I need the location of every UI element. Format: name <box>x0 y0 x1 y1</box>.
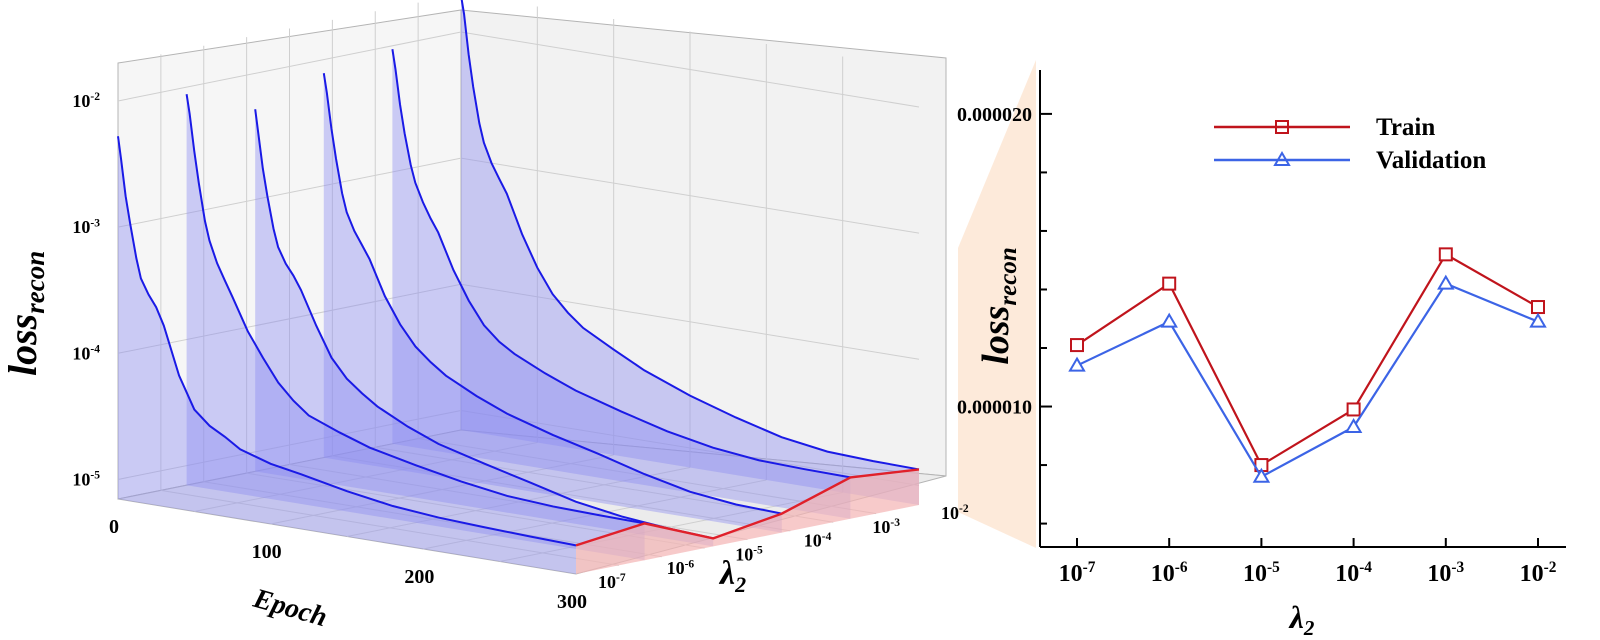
line-2d-train <box>1076 252 1539 467</box>
marker-2d-validation-2 <box>1252 467 1271 483</box>
series-3d-lambda-1e-5 <box>254 109 714 547</box>
series-group-2d <box>1068 247 1547 483</box>
x-tick-3d-200: 200 <box>404 566 434 588</box>
x-tick-3d-300: 300 <box>557 591 587 613</box>
marker-2d-train-5 <box>1531 300 1545 315</box>
y-axis-title-2d: lossrecon <box>975 247 1022 364</box>
line-3d-lambda-1e-4 <box>322 73 782 515</box>
y-tick-3d--2: 10-2 <box>941 503 969 523</box>
y-axis-title-3d: λ2 <box>718 555 746 597</box>
line-3d-lambda-1e-2 <box>460 0 920 471</box>
legend: Train Validation <box>1214 114 1486 174</box>
y-tick-3d--3: 10-3 <box>872 517 900 537</box>
y-tick-3d--6: 10-6 <box>667 558 695 578</box>
panel-2d-final-loss: 10-7 10-6 10-5 10-4 10-3 10-2 0.000020 0.000010… <box>957 70 1566 640</box>
z-tick-3d--2: 10-2 <box>72 91 100 111</box>
x-tick-2d--4: 10-4 <box>1335 559 1372 587</box>
z-tick-3d--5: 10-5 <box>72 469 100 489</box>
marker-2d-validation-5 <box>1529 312 1547 328</box>
z-tick-3d--4: 10-4 <box>72 343 100 363</box>
area-3d-lambda-1e-6 <box>186 94 645 561</box>
x-axis-title-2d: λ2 <box>1288 599 1315 640</box>
series-2d-validation <box>1068 274 1547 483</box>
final-value-line <box>575 468 920 547</box>
zoom-connector <box>958 60 1036 548</box>
area-3d-lambda-1e-3 <box>392 49 851 519</box>
panel-3d-loss-epochs: 0 100 200 300 10-7 10-6 10-5 10-4 10-3 10-2 10-2 10… <box>0 0 969 633</box>
legend-item-validation: Validation <box>1214 147 1486 174</box>
marker-2d-train-4 <box>1438 247 1453 262</box>
series-3d-lambda-1e-3 <box>391 49 851 519</box>
marker-2d-validation-0 <box>1068 356 1086 372</box>
final-value-area <box>576 469 919 574</box>
legend-label-train: Train <box>1376 114 1435 141</box>
series-group-3d <box>117 0 920 574</box>
x-tick-2d--5: 10-5 <box>1243 559 1280 587</box>
series-3d-lambda-1e-7 <box>117 136 577 574</box>
x-tick-2d--7: 10-7 <box>1059 559 1096 587</box>
y-tick-2d-0.000010: 0.000010 <box>957 397 1032 419</box>
x-tick-2d--6: 10-6 <box>1151 559 1188 587</box>
series-3d-lambda-1e-6 <box>185 94 645 561</box>
ticks-2d: 10-7 10-6 10-5 10-4 10-3 10-2 0.000020 0.000010 <box>957 104 1557 587</box>
marker-2d-validation-4 <box>1437 274 1455 290</box>
area-3d-lambda-1e-5 <box>255 109 714 547</box>
series-2d-train <box>1070 247 1545 473</box>
area-3d-lambda-1e-4 <box>323 73 782 533</box>
x-axis-title-3d: Epoch <box>249 583 330 634</box>
x-tick-3d-0: 0 <box>109 516 119 538</box>
x-tick-3d-100: 100 <box>252 541 282 563</box>
series-3d-lambda-1e-4 <box>322 73 782 533</box>
marker-2d-validation-3 <box>1344 418 1363 434</box>
area-3d-lambda-1e-7 <box>118 136 576 574</box>
marker-2d-train-1 <box>1162 276 1177 291</box>
marker-2d-train-3 <box>1346 402 1361 417</box>
z-axis-title-3d: lossrecon <box>0 251 50 376</box>
y-tick-3d--5: 10-5 <box>735 544 763 564</box>
legend-label-validation: Validation <box>1376 147 1486 174</box>
ticks-3d: 0 100 200 300 10-7 10-6 10-5 10-4 10-3 10-2 10-2 10… <box>72 91 968 613</box>
line-3d-lambda-1e-7 <box>117 136 577 547</box>
marker-2d-train-0 <box>1070 338 1084 353</box>
z-tick-3d--3: 10-3 <box>72 217 100 237</box>
x-tick-2d--2: 10-2 <box>1520 559 1557 587</box>
y-tick-2d-0.000020: 0.000020 <box>957 104 1032 126</box>
x-tick-2d--3: 10-3 <box>1427 559 1464 587</box>
line-3d-lambda-1e-6 <box>185 94 645 525</box>
line-3d-lambda-1e-5 <box>254 109 714 540</box>
y-tick-3d--4: 10-4 <box>804 531 832 551</box>
y-tick-3d--7: 10-7 <box>598 572 626 592</box>
line-2d-validation <box>1076 282 1539 479</box>
series-3d-lambda-1e-2 <box>460 0 920 505</box>
legend-item-train: Train <box>1214 114 1435 141</box>
marker-2d-validation-1 <box>1160 312 1178 328</box>
line-3d-lambda-1e-3 <box>391 49 851 479</box>
area-3d-lambda-1e-2 <box>461 0 919 505</box>
